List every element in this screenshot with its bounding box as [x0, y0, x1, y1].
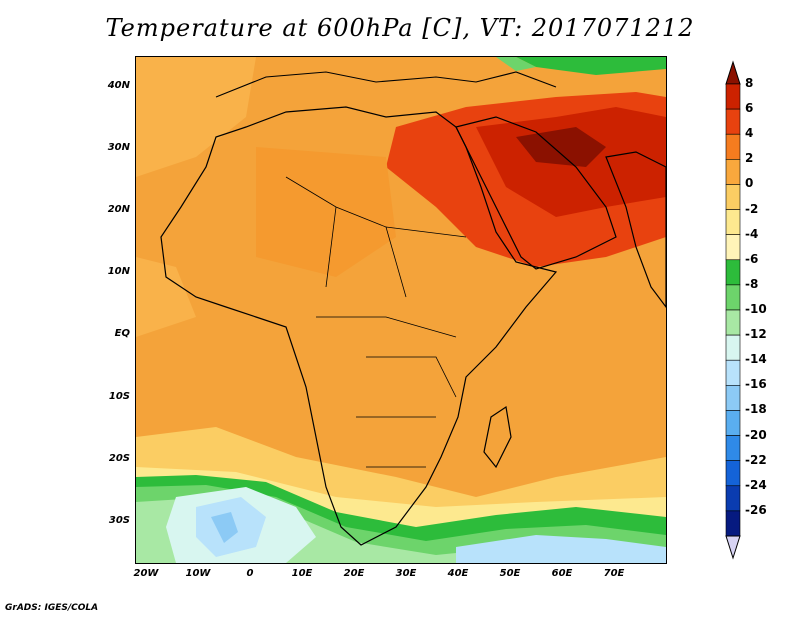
field-hottest [516, 127, 606, 167]
field-cold-center [211, 512, 238, 543]
lat-label: 30S [108, 515, 130, 526]
lon-label: 50E [499, 568, 521, 579]
lon-label: 10W [185, 568, 211, 579]
india-coastline [605, 151, 666, 308]
colorbar-label: 4 [745, 126, 754, 141]
lat-label: 40N [107, 80, 130, 91]
colorbar-label: -6 [745, 251, 759, 266]
colorbar-box [725, 209, 741, 235]
colorbar-label: -26 [745, 502, 767, 517]
europe-coastline [215, 71, 557, 98]
colorbar-box [725, 234, 741, 261]
field-green-north-edge [496, 57, 536, 71]
lon-label: 60E [551, 568, 573, 579]
lon-label: 10E [291, 568, 313, 579]
colorbar-label: -12 [745, 327, 767, 342]
field-atlantic-west [136, 257, 196, 337]
colorbar-label: -16 [745, 377, 767, 392]
lon-label: 70E [603, 568, 625, 579]
colorbar-box [725, 410, 741, 436]
lon-label: 40E [447, 568, 469, 579]
colorbar-box [725, 108, 741, 135]
colorbar-label: -22 [745, 452, 767, 467]
colorbar-label: -24 [745, 477, 767, 492]
lon-label: 20E [343, 568, 365, 579]
colorbar-box [725, 184, 741, 210]
colorbar-box [725, 385, 741, 411]
lat-label: 30N [107, 142, 130, 153]
arabia-coastline [455, 116, 617, 270]
colorbar-box [725, 359, 741, 386]
lat-label: EQ [114, 328, 130, 339]
colorbar [725, 60, 741, 560]
credit-text: GrADS: IGES/COLA [5, 603, 99, 613]
colorbar-box [725, 309, 741, 336]
lat-label: 10N [107, 266, 130, 277]
lat-label: 10S [108, 391, 130, 402]
lon-label: 30E [395, 568, 417, 579]
field-cold-southeast [456, 535, 666, 563]
colorbar-label: -4 [745, 226, 759, 241]
colorbar-label: 8 [745, 76, 754, 90]
country-borders [285, 176, 467, 468]
colorbar-label: -2 [745, 201, 759, 216]
colorbar-label: -14 [745, 352, 767, 367]
colorbar-label: 0 [745, 176, 754, 191]
colorbar-bottom-arrow [725, 535, 741, 560]
map-panel [135, 56, 667, 564]
colorbar-label: -18 [745, 402, 767, 417]
colorbar-top-arrow [725, 60, 741, 85]
madagascar-coastline [483, 405, 512, 469]
field-sahara [256, 147, 396, 277]
colorbar-box [725, 435, 741, 461]
colorbar-box [725, 83, 741, 110]
chart-title: Temperature at 600hPa [C], VT: 201707121… [105, 14, 695, 42]
lon-label: 20W [133, 568, 159, 579]
africa-coastline [160, 106, 558, 546]
colorbar-box [725, 510, 741, 537]
lat-label: 20N [107, 204, 130, 215]
colorbar-label: -8 [745, 276, 759, 291]
colorbar-label: 2 [745, 151, 754, 166]
colorbar-label: 6 [745, 101, 754, 116]
colorbar-box [725, 133, 741, 160]
colorbar-box [725, 259, 741, 286]
temperature-field [136, 57, 666, 563]
lat-label: 20S [108, 453, 130, 464]
colorbar-box [725, 485, 741, 512]
colorbar-box [725, 460, 741, 487]
colorbar-label: -10 [745, 302, 767, 316]
lon-label: 0 [246, 568, 254, 579]
colorbar-box [725, 334, 741, 361]
field-green-north [516, 57, 666, 75]
colorbar-label: -20 [745, 427, 767, 442]
colorbar-box [725, 159, 741, 185]
field-atlantic-north [136, 57, 256, 177]
colorbar-box [725, 284, 741, 311]
